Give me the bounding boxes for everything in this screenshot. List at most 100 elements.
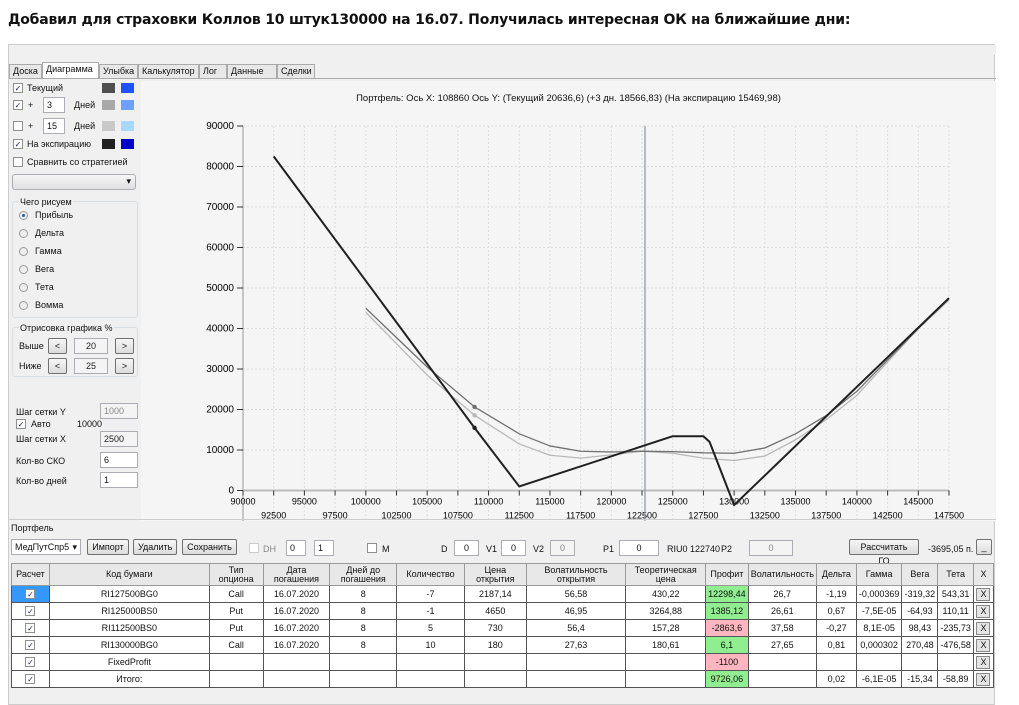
remove-row-button[interactable]: X [972,653,995,671]
grid-y-input[interactable]: 1000 [100,403,138,419]
remove-row-button[interactable]: X [972,602,995,620]
tab-0[interactable]: Доска [9,64,42,79]
remove-row-button[interactable]: X [972,619,995,637]
checkbox[interactable]: ✓ [25,623,36,633]
expiration-color-swatch-alt[interactable] [121,139,134,149]
current-color-swatch-alt[interactable] [121,83,134,93]
radio-1[interactable] [19,229,28,238]
delete-button[interactable]: Удалить [133,539,177,555]
spin2-stepper[interactable]: 1 [314,540,334,556]
current-checkbox[interactable]: ✓ [13,83,23,93]
calc-checkbox[interactable]: ✓ [11,585,50,603]
payoff-chart[interactable]: Портфель: Ось X: 108860 Ось Y: (Текущий … [141,81,996,521]
v2-input[interactable]: 0 [550,540,575,556]
column-header[interactable]: X [972,563,995,586]
portfolio-selector[interactable]: МедПутСпр5 ▾ [11,539,81,555]
tab-3[interactable]: Калькулятор [138,64,199,79]
below-increase-button[interactable]: > [115,358,134,374]
plus3-days-input[interactable]: 3 [43,97,65,113]
plus3-color-swatch[interactable] [102,100,115,110]
column-header[interactable]: Дней до погашения [329,563,398,586]
close-icon[interactable]: X [976,621,991,635]
expiration-color-swatch[interactable] [102,139,115,149]
import-button[interactable]: Импорт [87,539,129,555]
radio-2[interactable] [19,247,28,256]
table-row[interactable]: ✓ RI130000BG0 Call 16.07.2020 8 10 180 27,63 180… [11,636,995,654]
close-icon[interactable]: X [976,638,991,652]
checkbox[interactable]: ✓ [25,674,36,684]
column-header[interactable]: Дельта [815,563,857,586]
strategy-dropdown[interactable]: ▾ [12,174,136,190]
auto-checkbox[interactable]: ✓ [16,419,26,429]
table-row[interactable]: ✓ RI125000BS0 Put 16.07.2020 8 -1 4650 46,95 326… [11,602,995,620]
radio-5[interactable] [19,301,28,310]
close-icon[interactable]: X [976,672,991,686]
column-header[interactable]: Профит [705,563,749,586]
tab-5[interactable]: Данные [227,64,277,79]
calculate-go-button[interactable]: Рассчитать ГО [849,539,919,566]
plus15-checkbox[interactable] [13,121,23,131]
column-header[interactable]: Код бумаги [48,563,210,586]
plus3-color-swatch-alt[interactable] [121,100,134,110]
compare-checkbox[interactable] [13,157,23,167]
calc-checkbox[interactable]: ✓ [11,636,50,654]
column-header[interactable]: Вега [901,563,939,586]
plus15-color-swatch[interactable] [102,121,115,131]
tab-6[interactable]: Сделки [277,64,315,79]
column-header[interactable]: Расчет [11,563,50,586]
m-checkbox[interactable] [367,543,377,553]
close-icon[interactable]: X [976,604,991,618]
tab-1[interactable]: Диаграмма [42,62,99,79]
above-decrease-button[interactable]: < [48,338,67,354]
grid-x-input[interactable]: 2500 [100,431,138,447]
plus15-days-input[interactable]: 15 [43,118,65,134]
dh-checkbox[interactable] [249,543,259,553]
current-color-swatch[interactable] [102,83,115,93]
column-header[interactable]: Дата погашения [262,563,331,586]
plus15-color-swatch-alt[interactable] [121,121,134,131]
days-count-input[interactable]: 1 [100,472,138,488]
below-decrease-button[interactable]: < [48,358,67,374]
close-icon[interactable]: X [976,587,991,601]
calc-checkbox[interactable]: ✓ [11,670,50,688]
table-row[interactable]: ✓ Итого: 9726,06 0,02 -6,1E-05 -15,34 -58,89 X [11,670,995,688]
remove-row-button[interactable]: X [972,585,995,603]
tab-2[interactable]: Улыбка [99,64,138,79]
column-header[interactable]: Количество [396,563,465,586]
column-header[interactable]: Тета [937,563,974,586]
radio-3[interactable] [19,265,28,274]
radio-0[interactable] [19,211,28,220]
remove-row-button[interactable]: X [972,636,995,654]
table-row[interactable]: ✓ RI127500BG0 Call 16.07.2020 8 -7 2187,14 56,5… [11,585,995,603]
sko-input[interactable]: 6 [100,452,138,468]
d-input[interactable]: 0 [454,540,479,556]
save-button[interactable]: Сохранить [182,539,237,555]
remove-row-button[interactable]: X [972,670,995,688]
column-header[interactable]: Тип опциона [208,563,264,586]
table-row[interactable]: ✓ FixedProfit -1100 X [11,653,995,671]
p1-input[interactable]: 0 [619,540,659,556]
close-icon[interactable]: X [976,655,991,669]
above-increase-button[interactable]: > [115,338,134,354]
column-header[interactable]: Теоретическая цена [625,563,707,586]
checkbox[interactable]: ✓ [25,640,36,650]
spin1-stepper[interactable]: 0 [286,540,306,556]
column-header[interactable]: Гамма [855,563,903,586]
expiration-checkbox[interactable]: ✓ [13,139,23,149]
tab-4[interactable]: Лог [199,64,227,79]
p2-input[interactable]: 0 [749,540,793,556]
column-header[interactable]: Волатильность [747,563,817,586]
checkbox[interactable]: ✓ [25,589,36,599]
checkbox[interactable]: ✓ [25,606,36,616]
more-button[interactable]: _ [976,539,992,555]
table-row[interactable]: ✓ RI112500BS0 Put 16.07.2020 8 5 730 56,4 157,28… [11,619,995,637]
calc-checkbox[interactable]: ✓ [11,619,50,637]
calc-checkbox[interactable]: ✓ [11,602,50,620]
column-header[interactable]: Волатильность открытия [525,563,627,586]
radio-4[interactable] [19,283,28,292]
column-header[interactable]: Цена открытия [463,563,527,586]
v1-input[interactable]: 0 [501,540,526,556]
plus3-checkbox[interactable]: ✓ [13,100,23,110]
checkbox[interactable]: ✓ [25,657,36,667]
calc-checkbox[interactable]: ✓ [11,653,50,671]
